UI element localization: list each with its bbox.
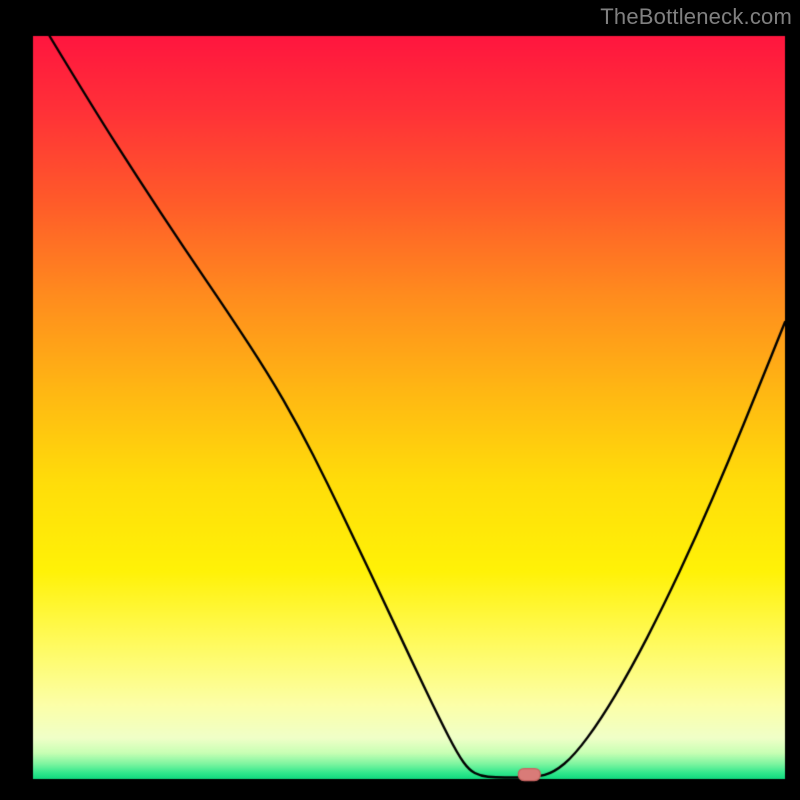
bottleneck-curve-chart — [0, 0, 800, 800]
watermark-text: TheBottleneck.com — [600, 4, 792, 30]
chart-container: TheBottleneck.com — [0, 0, 800, 800]
